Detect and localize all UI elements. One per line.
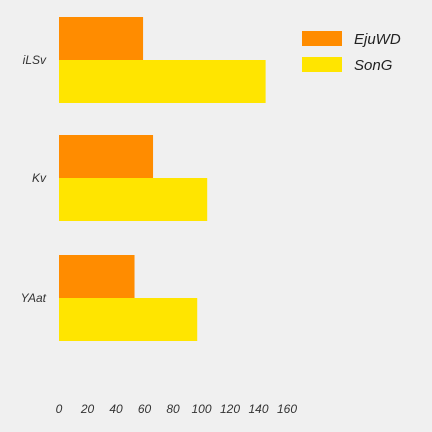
bar-SonG-YAat xyxy=(59,298,198,341)
bar-EjuWD-iLSv xyxy=(59,17,144,60)
x-tick-label: 160 xyxy=(277,402,297,416)
x-tick-label: 60 xyxy=(138,402,152,416)
category-label-Kv: Kv xyxy=(32,171,47,185)
x-tick-label: 80 xyxy=(166,402,180,416)
legend-swatch-SonG xyxy=(302,57,342,72)
legend: EjuWD SonG xyxy=(302,31,401,74)
bar-EjuWD-YAat xyxy=(59,255,135,298)
x-tick-label: 20 xyxy=(80,402,95,416)
x-tick-label: 120 xyxy=(220,402,240,416)
x-tick-label: 40 xyxy=(109,402,123,416)
bar-SonG-Kv xyxy=(59,178,208,221)
legend-swatch-EjuWD xyxy=(302,31,342,46)
legend-label-EjuWD: EjuWD xyxy=(354,31,401,48)
x-tick-label: 0 xyxy=(56,402,63,416)
x-tick-label: 100 xyxy=(191,402,211,416)
category-label-iLSv: iLSv xyxy=(23,53,47,67)
bar-EjuWD-Kv xyxy=(59,135,154,178)
category-labels: iLSv Kv YAat xyxy=(21,53,47,305)
legend-label-SonG: SonG xyxy=(354,57,393,74)
bars-layer xyxy=(59,17,266,341)
x-tick-labels: 0 20 40 60 80 100 120 140 160 xyxy=(56,402,298,416)
bar-SonG-iLSv xyxy=(59,60,266,103)
category-label-YAat: YAat xyxy=(21,291,47,305)
x-tick-label: 140 xyxy=(248,402,268,416)
